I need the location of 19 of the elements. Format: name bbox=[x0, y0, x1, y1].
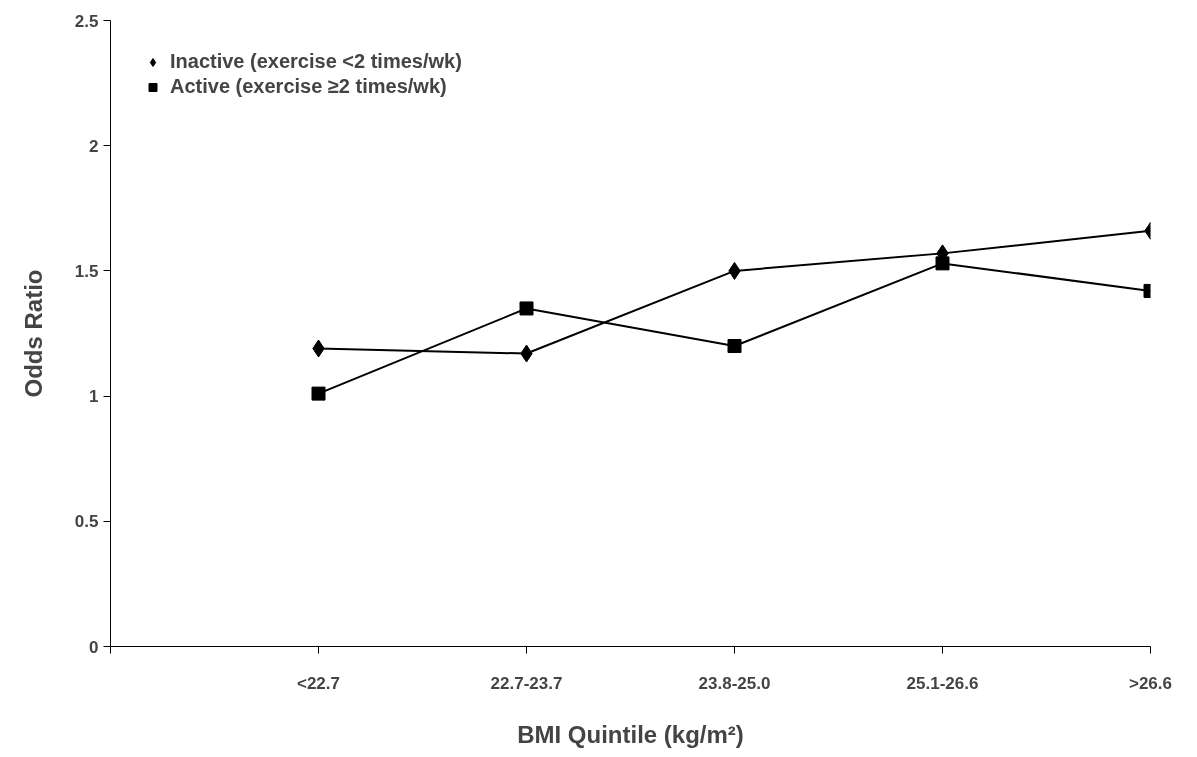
y-axis-title: Odds Ratio bbox=[19, 269, 47, 398]
point bbox=[311, 386, 326, 401]
legend-label: Inactive (exercise <2 times/wk) bbox=[170, 50, 462, 73]
point bbox=[727, 339, 742, 354]
y-tick-label: 0 bbox=[89, 637, 99, 657]
x-axis-title: BMI Quintile (kg/m²) bbox=[517, 720, 744, 748]
legend-label: Active (exercise ≥2 times/wk) bbox=[170, 75, 447, 98]
x-tick-label: 25.1-26.6 bbox=[906, 673, 979, 693]
x-tick-label: <22.7 bbox=[296, 673, 341, 693]
y-tick-label: 0.5 bbox=[74, 512, 99, 532]
y-tick-label: 1.5 bbox=[74, 261, 99, 281]
y-tick-label: 2.5 bbox=[74, 11, 99, 31]
point bbox=[935, 256, 950, 271]
y-tick-label: 1 bbox=[89, 387, 99, 407]
y-tick-label: 2 bbox=[89, 136, 99, 156]
x-tick-label: >26.6 bbox=[1128, 673, 1173, 693]
x-tick-label: 23.8-25.0 bbox=[698, 673, 771, 693]
point bbox=[519, 301, 534, 316]
x-tick-label: 22.7-23.7 bbox=[490, 673, 563, 693]
